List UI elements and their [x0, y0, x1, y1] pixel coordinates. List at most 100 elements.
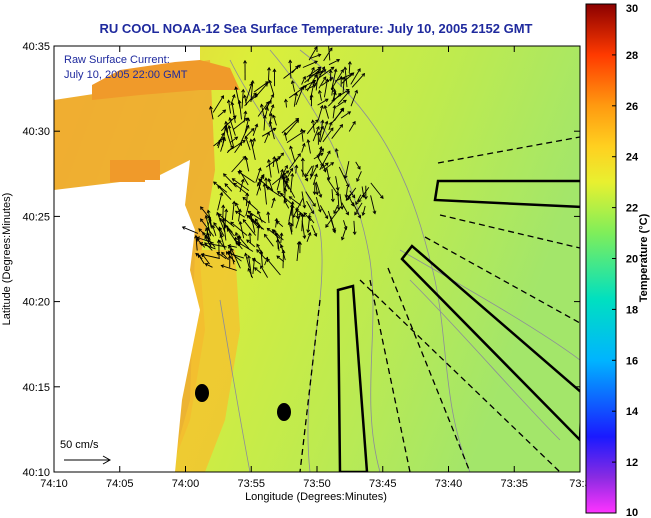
current-vector-head — [234, 86, 239, 91]
current-vector — [331, 86, 334, 96]
current-vector — [231, 201, 235, 220]
current-vector-head — [257, 167, 262, 172]
current-vector-head — [330, 127, 334, 132]
current-vector-head — [323, 104, 328, 109]
current-vector-head — [343, 226, 348, 231]
current-vector — [318, 90, 322, 101]
current-vector — [199, 242, 216, 250]
current-vector — [304, 68, 321, 84]
current-vector — [216, 212, 226, 233]
current-vector-head — [317, 68, 322, 73]
x-tick-label: 74:05 — [106, 478, 134, 490]
current-vector — [234, 237, 238, 246]
current-vector — [290, 201, 294, 216]
current-vector — [245, 193, 248, 207]
current-vector — [276, 220, 284, 228]
current-vector-head — [219, 217, 223, 222]
current-vector-head — [320, 125, 324, 130]
current-vector — [327, 210, 336, 231]
current-vector-head — [234, 136, 239, 141]
current-vector-head — [244, 252, 248, 257]
current-vector-head — [292, 214, 296, 219]
current-vector-head — [211, 224, 216, 229]
current-vector — [358, 187, 370, 203]
current-vector — [341, 226, 347, 240]
current-vector — [238, 100, 242, 120]
current-vector — [205, 228, 211, 241]
current-vector-head — [361, 212, 366, 217]
current-vector-head — [335, 187, 340, 191]
current-vector-head — [309, 173, 314, 178]
current-vector — [277, 190, 292, 205]
current-vector-head — [233, 236, 238, 241]
current-vector-head — [243, 59, 247, 64]
current-vector-head — [232, 115, 237, 119]
current-vector — [264, 107, 269, 118]
current-vector-head — [256, 243, 260, 248]
current-vector — [212, 95, 224, 113]
current-vector — [250, 218, 265, 230]
colorbar-tick-label: 12 — [626, 457, 638, 469]
current-vector-head — [248, 232, 252, 236]
current-vector — [295, 86, 304, 106]
current-vector-head — [345, 89, 350, 93]
current-vector — [198, 228, 211, 240]
current-vector — [319, 69, 326, 76]
current-vector — [221, 252, 229, 261]
current-vector-head — [279, 244, 284, 249]
current-vector-head — [267, 178, 272, 182]
marker-dot-2 — [277, 403, 291, 421]
current-vector-head — [343, 175, 348, 179]
current-vector-head — [322, 76, 327, 80]
y-tick-label: 40:15 — [22, 382, 50, 394]
current-vector-head — [213, 181, 217, 185]
current-vector — [263, 115, 266, 131]
current-vector-head — [280, 192, 284, 197]
current-vector-head — [263, 233, 268, 238]
current-vector-head — [204, 262, 209, 267]
current-vector — [217, 139, 222, 149]
current-vector-head — [312, 84, 317, 88]
current-vector — [256, 249, 266, 260]
current-vector — [328, 59, 340, 66]
current-vector — [305, 191, 316, 207]
current-vector — [301, 76, 306, 85]
current-vector-head — [280, 168, 284, 173]
current-vector — [220, 234, 226, 250]
current-vector — [247, 210, 266, 224]
current-vector-head — [322, 69, 327, 73]
current-vector — [350, 68, 361, 85]
current-vector-head — [340, 69, 344, 73]
current-vector — [232, 178, 250, 191]
current-vector — [264, 234, 274, 247]
current-vector — [254, 267, 262, 274]
current-vector — [268, 159, 272, 178]
current-vector-head — [345, 183, 350, 188]
y-tick-label: 40:30 — [22, 126, 50, 138]
current-vector — [220, 115, 237, 132]
current-vector-head — [277, 190, 281, 195]
current-vector-head — [312, 203, 316, 207]
current-vector-head — [281, 249, 286, 254]
current-vector-head — [257, 181, 261, 186]
current-vector-head — [246, 214, 251, 219]
current-vector — [268, 67, 270, 81]
current-vector — [331, 69, 337, 91]
current-vector — [317, 105, 323, 121]
current-vector-head — [321, 66, 326, 70]
current-vector-head — [242, 140, 246, 144]
current-vector — [201, 253, 210, 265]
overlay-line-2: July 10, 2005 22:00 GMT — [64, 69, 188, 81]
current-vector-head — [246, 117, 250, 122]
current-vector — [288, 221, 293, 235]
current-vector-head — [264, 82, 268, 87]
current-vector-head — [256, 224, 261, 229]
current-vector — [260, 250, 263, 267]
current-vector — [272, 115, 277, 126]
current-vector — [281, 118, 299, 134]
current-vector-head — [200, 206, 204, 210]
current-vector-head — [268, 100, 272, 104]
current-vector-head — [304, 177, 309, 182]
current-vector — [245, 200, 251, 217]
current-vector-head — [272, 114, 276, 119]
